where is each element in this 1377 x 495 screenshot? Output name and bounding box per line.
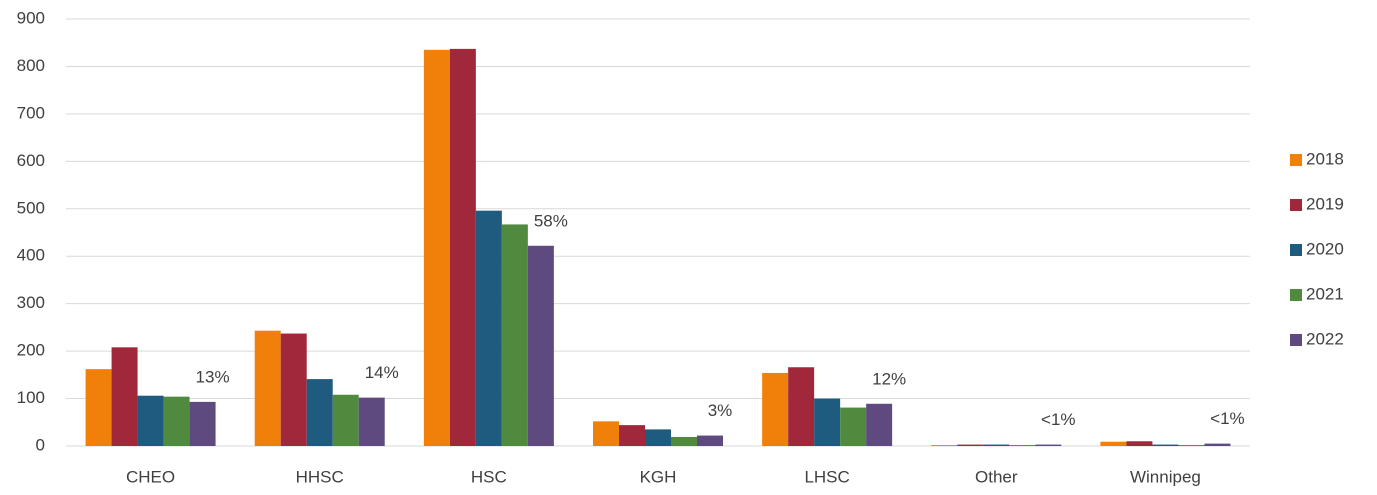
x-tick-label: CHEO: [126, 467, 175, 486]
bar: [957, 444, 984, 446]
y-tick-label: 500: [17, 198, 45, 217]
annotation: 58%: [534, 211, 568, 230]
annotation: 12%: [872, 369, 906, 388]
bar: [501, 224, 528, 446]
bar: [332, 394, 359, 446]
bar: [423, 49, 450, 446]
bar: [137, 395, 164, 446]
bar: [1178, 445, 1205, 446]
y-tick-label: 900: [17, 8, 45, 27]
bar: [1204, 443, 1231, 446]
annotation: <1%: [1041, 410, 1076, 429]
y-tick-label: 400: [17, 246, 45, 265]
y-tick-label: 600: [17, 151, 45, 170]
bar: [931, 445, 958, 446]
bar: [762, 372, 789, 446]
bar: [645, 429, 671, 446]
bar: [814, 398, 841, 446]
y-tick-label: 0: [36, 435, 45, 454]
y-tick-label: 200: [17, 341, 45, 360]
bar: [306, 379, 333, 446]
legend-label: 2018: [1306, 149, 1344, 168]
x-tick-label: Other: [975, 467, 1018, 486]
y-tick-label: 700: [17, 103, 45, 122]
bar: [475, 210, 502, 446]
legend-label: 2021: [1306, 284, 1344, 303]
bar: [697, 435, 723, 446]
y-tick-label: 100: [17, 388, 45, 407]
bar: [593, 421, 619, 446]
x-tick-label: HHSC: [296, 467, 344, 486]
bar: [280, 333, 307, 446]
bar: [358, 397, 385, 446]
bar: [449, 48, 476, 446]
bar: [1126, 441, 1153, 446]
bar: [866, 403, 893, 446]
x-tick-label: LHSC: [804, 467, 849, 486]
bar: [163, 396, 190, 446]
legend-swatch: [1290, 244, 1302, 256]
legend-label: 2019: [1306, 194, 1344, 213]
annotation: <1%: [1210, 409, 1245, 428]
y-tick-label: 300: [17, 293, 45, 312]
legend-swatch: [1290, 199, 1302, 211]
legend-label: 2022: [1306, 329, 1344, 348]
bar: [671, 436, 697, 446]
bar: [1035, 444, 1062, 446]
bar: [189, 401, 216, 446]
bar: [1009, 445, 1036, 446]
annotation: 3%: [708, 401, 733, 420]
x-tick-label: HSC: [471, 467, 507, 486]
legend-swatch: [1290, 334, 1302, 346]
bar: [111, 347, 138, 446]
bar: [254, 330, 281, 446]
bar: [1152, 444, 1179, 446]
annotation: 14%: [365, 363, 399, 382]
bar: [85, 369, 112, 446]
bar: [1100, 441, 1127, 446]
x-tick-label: Winnipeg: [1130, 467, 1201, 486]
bar: [788, 367, 815, 446]
bar: [527, 245, 554, 446]
annotation: 13%: [196, 367, 230, 386]
y-tick-label: 800: [17, 56, 45, 75]
bar: [840, 407, 867, 446]
bar: [983, 444, 1010, 446]
bar: [619, 425, 645, 446]
x-tick-label: KGH: [640, 467, 677, 486]
legend-swatch: [1290, 154, 1302, 166]
legend-label: 2020: [1306, 239, 1344, 258]
legend-swatch: [1290, 289, 1302, 301]
